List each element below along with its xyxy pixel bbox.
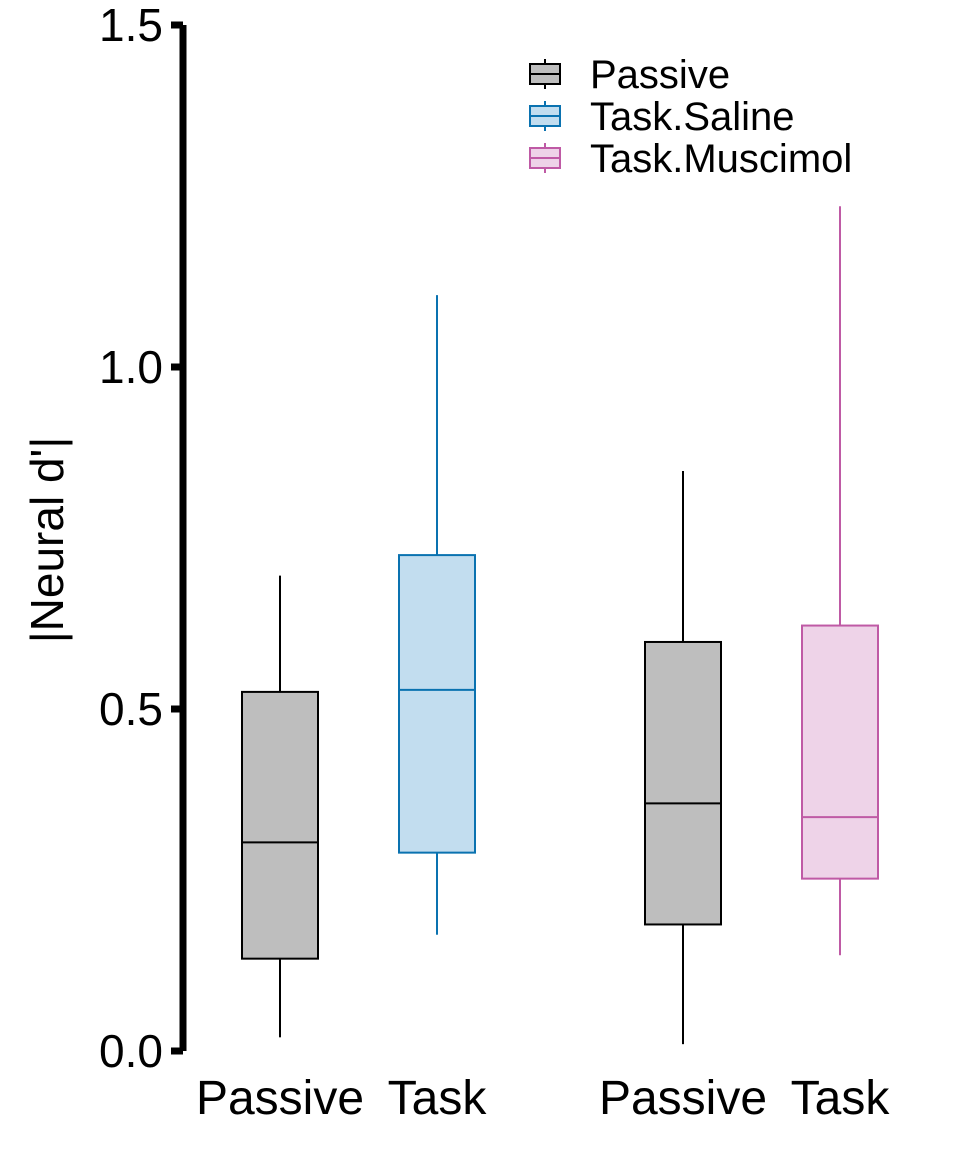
y-tick-label: 1.5: [99, 0, 163, 51]
interquartile-box: [241, 690, 319, 960]
interquartile-box: [801, 624, 879, 880]
y-tick-label: 0.5: [99, 683, 163, 735]
x-tick-label: Passive: [196, 1072, 364, 1125]
interquartile-box: [398, 554, 476, 854]
legend-item: Passive: [529, 53, 730, 97]
box-2: [398, 295, 476, 935]
y-tick-label: 0.0: [99, 1025, 163, 1077]
y-tick-label: 1.0: [99, 341, 163, 393]
x-tick-label: Passive: [599, 1072, 767, 1125]
x-tick-label: Task: [388, 1072, 488, 1125]
legend-label: Passive: [590, 53, 730, 97]
box-4: [801, 206, 879, 956]
legend-label: Task.Muscimol: [590, 137, 852, 181]
x-axis-labels: Passive Task Passive Task: [196, 1072, 890, 1125]
legend-item: Task.Saline: [529, 95, 795, 139]
box-3: [644, 470, 722, 1045]
box-plot-series: [241, 206, 879, 1045]
legend-label: Task.Saline: [590, 95, 795, 139]
y-axis-title: |Neural d'|: [21, 437, 73, 644]
interquartile-box: [644, 640, 722, 926]
box-1: [241, 575, 319, 1038]
legend-item: Task.Muscimol: [529, 137, 852, 181]
x-tick-label: Task: [791, 1072, 891, 1125]
y-axis: 0.0 0.5 1.0 1.5: [99, 0, 187, 1077]
